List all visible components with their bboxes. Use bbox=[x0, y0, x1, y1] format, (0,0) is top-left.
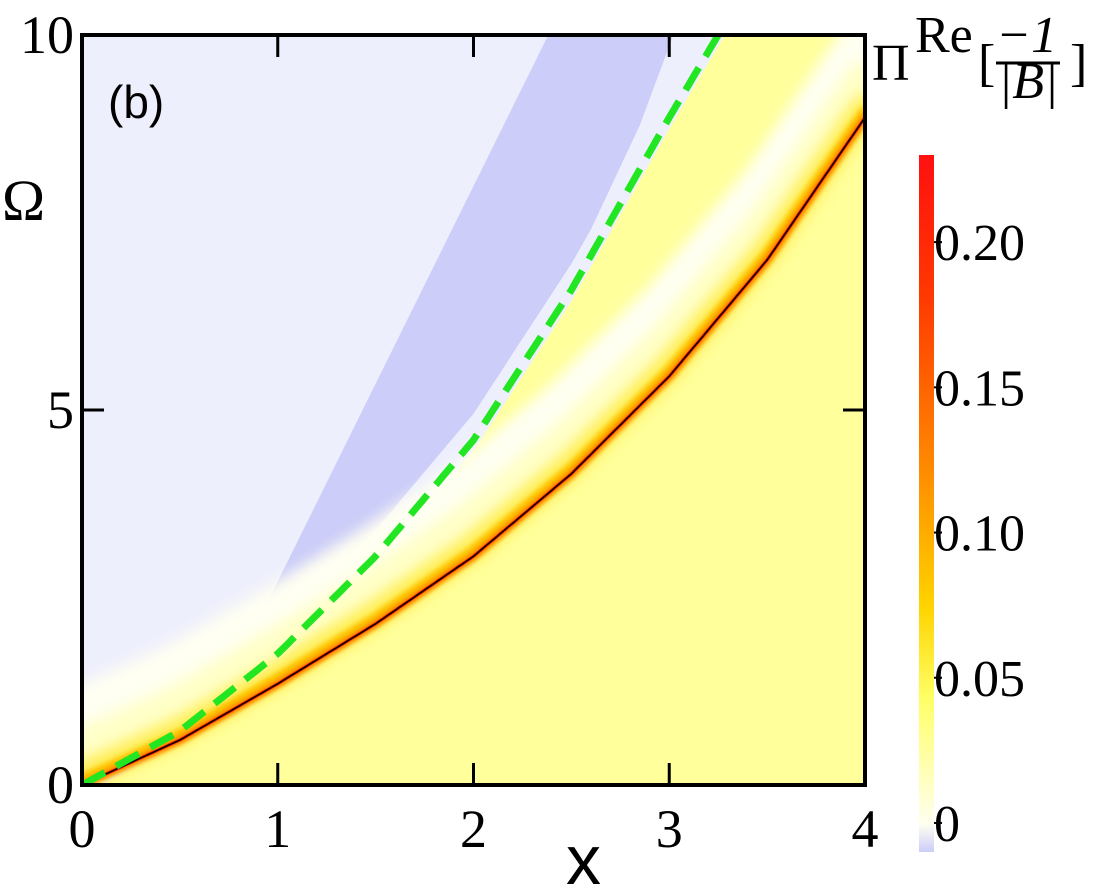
panel-label: (b) bbox=[108, 76, 164, 128]
x-tick-label: 1 bbox=[264, 799, 291, 859]
x-tick-label: 0 bbox=[69, 799, 96, 859]
colorbar-tick-label: 0.15 bbox=[934, 360, 1025, 417]
y-tick-label: 0 bbox=[47, 755, 74, 815]
ridge-line bbox=[82, 117, 865, 785]
yellow-region bbox=[82, 35, 865, 785]
colorbar-title-close-bracket: ] bbox=[1070, 35, 1087, 92]
colorbar-title-superscript: Re bbox=[915, 7, 973, 64]
x-tick-label: 2 bbox=[460, 799, 487, 859]
colorbar-tick-label: 0.20 bbox=[934, 215, 1025, 272]
y-axis-ticks: 0 5 10 bbox=[20, 5, 865, 815]
colorbar-title: Π Re [ −1 |B| ] bbox=[872, 7, 1087, 110]
green-dashed-curve bbox=[82, 35, 722, 785]
colorbar-ticks: 0 0.05 0.10 0.15 0.20 bbox=[934, 215, 1025, 853]
x-tick-label: 4 bbox=[852, 799, 879, 859]
plot-area bbox=[82, 35, 865, 785]
y-tick-label: 5 bbox=[47, 380, 74, 440]
x-axis-ticks: 0 1 2 3 4 bbox=[69, 35, 879, 859]
colorbar-tick-label: 0.05 bbox=[934, 651, 1025, 708]
colorbar-tick-label: 0.10 bbox=[934, 506, 1025, 563]
x-tick-label: 3 bbox=[656, 799, 683, 859]
x-axis-title: x bbox=[566, 821, 601, 887]
colorbar-title-denominator: |B| bbox=[998, 53, 1058, 110]
colorbar-title-numerator: −1 bbox=[996, 7, 1057, 64]
colorbar-title-open-bracket: [ bbox=[978, 35, 995, 92]
colorbar-title-symbol: Π bbox=[872, 35, 910, 92]
y-axis-title: Ω bbox=[2, 168, 45, 233]
y-tick-label: 10 bbox=[20, 5, 74, 65]
glow-layer-2 bbox=[82, 61, 865, 774]
colorbar-tick-label: 0 bbox=[934, 796, 960, 853]
colorbar bbox=[919, 155, 934, 852]
